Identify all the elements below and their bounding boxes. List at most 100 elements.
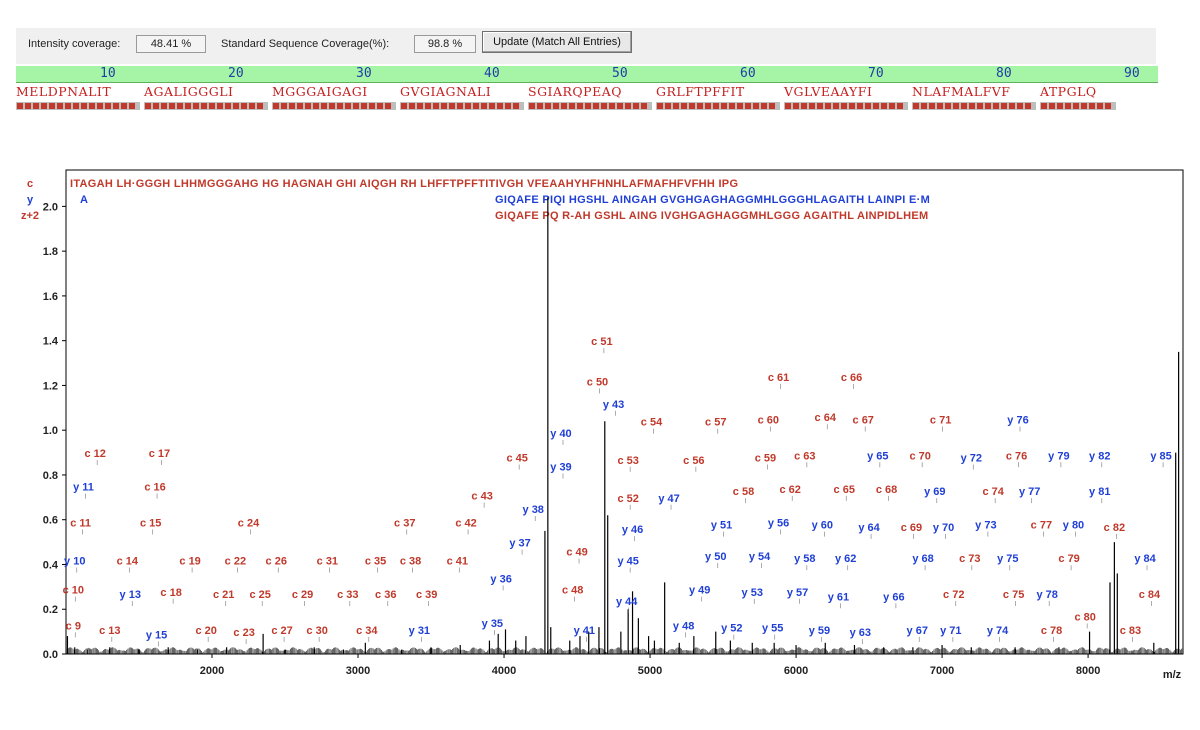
fragment-label: c 51 — [591, 336, 612, 348]
coverage-tick — [273, 103, 279, 109]
coverage-tick — [1025, 103, 1031, 109]
coverage-tick — [1081, 103, 1087, 109]
coverage-tick — [601, 103, 607, 109]
coverage-tick — [217, 103, 223, 109]
x-tick-label: 4000 — [492, 665, 516, 677]
coverage-tick — [921, 103, 927, 109]
fragment-label: y 62 — [835, 553, 856, 565]
fragment-label: c 48 — [562, 585, 583, 597]
coverage-tick — [481, 103, 487, 109]
coverage-tick — [145, 103, 151, 109]
fragment-label: c 65 — [834, 484, 855, 496]
spectrum-svg: 0.0 0.2 0.4 0.6 0.8 1.0 1.2 1.4 1.6 1.8 2.0 2000 300… — [21, 169, 1184, 681]
fragment-label: y 78 — [1036, 589, 1057, 601]
coverage-tick — [553, 103, 559, 109]
fragment-label: c 17 — [149, 448, 170, 460]
fragment-label: c 23 — [233, 627, 254, 639]
fragment-label: c 76 — [1006, 450, 1027, 462]
ruler-tick: 20 — [228, 66, 244, 81]
x-tick-label: 6000 — [784, 665, 808, 677]
coverage-tick — [329, 103, 335, 109]
fragment-label: c 72 — [943, 589, 964, 601]
fragment-label: c 9 — [66, 620, 81, 632]
coverage-tick — [889, 103, 895, 109]
fragment-label: c 49 — [566, 547, 587, 559]
fragment-label: c 43 — [471, 491, 492, 503]
fragment-label: y 45 — [617, 555, 638, 567]
coverage-tick — [809, 103, 815, 109]
fragment-label: c 70 — [909, 450, 930, 462]
coverage-tick — [1097, 103, 1103, 109]
fragment-label: c 73 — [959, 553, 980, 565]
fragment-label: c 57 — [705, 417, 726, 429]
series-label: y — [27, 194, 34, 206]
coverage-tick — [569, 103, 575, 109]
coverage-tick — [1017, 103, 1023, 109]
coverage-tick — [769, 103, 775, 109]
coverage-tick — [1001, 103, 1007, 109]
fragment-label: c 20 — [195, 625, 216, 637]
coverage-tick — [929, 103, 935, 109]
coverage-tick — [1065, 103, 1071, 109]
fragment-label: y 58 — [794, 553, 815, 565]
coverage-tick — [449, 103, 455, 109]
fragment-label: c 53 — [617, 455, 638, 467]
coverage-tick — [849, 103, 855, 109]
fragment-label: c 64 — [815, 412, 837, 424]
coverage-tick — [753, 103, 759, 109]
fragment-label: y 59 — [809, 625, 830, 637]
coverage-tick — [593, 103, 599, 109]
coverage-tick — [433, 103, 439, 109]
fragment-label: c 61 — [768, 372, 789, 384]
fragment-label: c 10 — [63, 585, 84, 597]
coverage-tick — [537, 103, 543, 109]
coverage-tick — [913, 103, 919, 109]
coverage-tick — [185, 103, 191, 109]
coverage-tick — [169, 103, 175, 109]
coverage-tick — [441, 103, 447, 109]
coverage-tick — [289, 103, 295, 109]
fragment-label: c 69 — [901, 522, 922, 534]
sequence-block: MGGGAIGAGI — [272, 84, 368, 99]
fragment-label: c 60 — [758, 414, 779, 426]
coverage-tick — [833, 103, 839, 109]
fragment-label: c 19 — [179, 555, 200, 567]
coverage-tick — [1105, 103, 1111, 109]
coverage-tick — [121, 103, 127, 109]
fragment-label: y 44 — [616, 596, 638, 608]
coverage-tick — [609, 103, 615, 109]
coverage-tick — [33, 103, 39, 109]
fragment-label: c 39 — [416, 589, 437, 601]
coverage-tick — [49, 103, 55, 109]
coverage-tick — [697, 103, 703, 109]
coverage-tick — [353, 103, 359, 109]
fragment-label: c 77 — [1031, 520, 1052, 532]
coverage-tick — [17, 103, 23, 109]
coverage-bar — [144, 102, 268, 110]
y-tick-label: 2.0 — [43, 201, 58, 213]
coverage-tick — [281, 103, 287, 109]
fragment-label: y 64 — [858, 522, 880, 534]
fragment-label: y 11 — [73, 482, 94, 494]
fragment-label: c 56 — [683, 455, 704, 467]
fragment-label: c 37 — [394, 517, 415, 529]
fragment-label: y 37 — [509, 538, 530, 550]
fragment-label: y 46 — [622, 524, 643, 536]
coverage-tick — [153, 103, 159, 109]
fragment-label: c 67 — [853, 414, 874, 426]
fragment-label: c 31 — [317, 555, 338, 567]
fragment-label: y 70 — [933, 522, 954, 534]
fragment-label: y 36 — [490, 573, 511, 585]
coverage-tick — [713, 103, 719, 109]
y-tick-label: 0.0 — [43, 649, 58, 661]
fragment-row: GIQAFE PQ R-AH GSHL AING IVGHGAGHAGGMHLG… — [495, 210, 928, 222]
fragment-label: y 41 — [574, 625, 595, 637]
ruler-tick: 60 — [740, 66, 756, 81]
coverage-bar — [400, 102, 524, 110]
fragment-label: y 63 — [850, 627, 871, 639]
update-button[interactable]: Update (Match All Entries) — [482, 31, 632, 53]
coverage-tick — [177, 103, 183, 109]
x-tick-label: 8000 — [1076, 665, 1100, 677]
x-axis-label: m/z — [1163, 669, 1182, 681]
coverage-tick — [1049, 103, 1055, 109]
